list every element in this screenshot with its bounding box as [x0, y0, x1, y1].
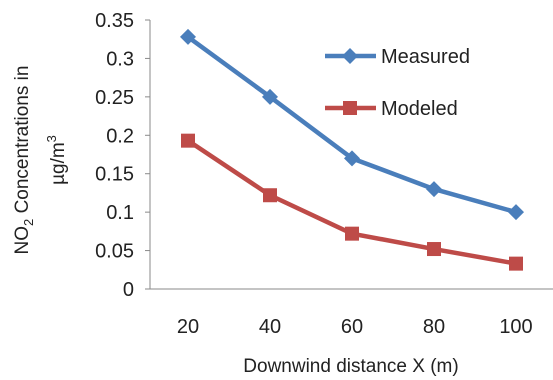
data-point [344, 150, 360, 167]
data-point [427, 242, 441, 257]
legend-marker [342, 48, 358, 64]
series-measured [180, 28, 524, 221]
legend-label: Modeled [381, 98, 458, 120]
y-tick-label: 0.05 [95, 241, 134, 263]
data-point [262, 88, 278, 105]
series-layer [180, 28, 524, 271]
y-axis-title-middle: Concentrations in [12, 66, 33, 219]
x-tick-label: 60 [341, 316, 363, 338]
x-axis-title: Downwind distance X (m) [243, 356, 458, 377]
axes [149, 20, 553, 290]
data-point [180, 28, 196, 45]
y-tick-label: 0 [123, 279, 134, 301]
legend-item-modeled: Modeled [325, 98, 458, 120]
y-tick-label: 0.15 [95, 164, 134, 186]
tick-labels: 0 0.05 0.1 0.15 0.2 0.25 0.3 0.35 20 40 60 80 100 [95, 10, 533, 338]
data-point [263, 188, 277, 203]
y-tick-label: 0.3 [106, 48, 134, 70]
legend-marker [343, 101, 357, 115]
y-axis-title-unit: µg/m [48, 142, 69, 185]
y-tick-label: 0.25 [95, 87, 134, 109]
y-tick-label: 0.2 [106, 125, 134, 147]
x-tick-label: 40 [259, 316, 281, 338]
x-tick-label: 20 [177, 316, 199, 338]
y-tick-label: 0.1 [106, 202, 134, 224]
y-axis-title-superscript: 3 [44, 135, 59, 142]
legend: Measured Modeled [325, 46, 470, 120]
y-axis-title-line1: NO2 Concentrations in [12, 66, 36, 255]
legend-item-measured: Measured [325, 46, 470, 68]
series-modeled [181, 133, 523, 271]
y-axis-title: NO2 Concentrations in µg/m3 [12, 66, 69, 255]
data-point [345, 226, 359, 241]
y-axis-title-subscript: 2 [21, 219, 36, 226]
y-axis-title-prefix: NO [12, 226, 33, 255]
y-axis-title-line2: µg/m3 [44, 135, 69, 185]
data-point [508, 204, 524, 221]
data-point [426, 181, 442, 198]
data-point [181, 133, 195, 148]
legend-label: Measured [381, 46, 470, 68]
data-point [509, 256, 523, 271]
x-tick-label: 100 [499, 316, 532, 338]
y-tick-label: 0.35 [95, 10, 134, 32]
x-tick-label: 80 [423, 316, 445, 338]
